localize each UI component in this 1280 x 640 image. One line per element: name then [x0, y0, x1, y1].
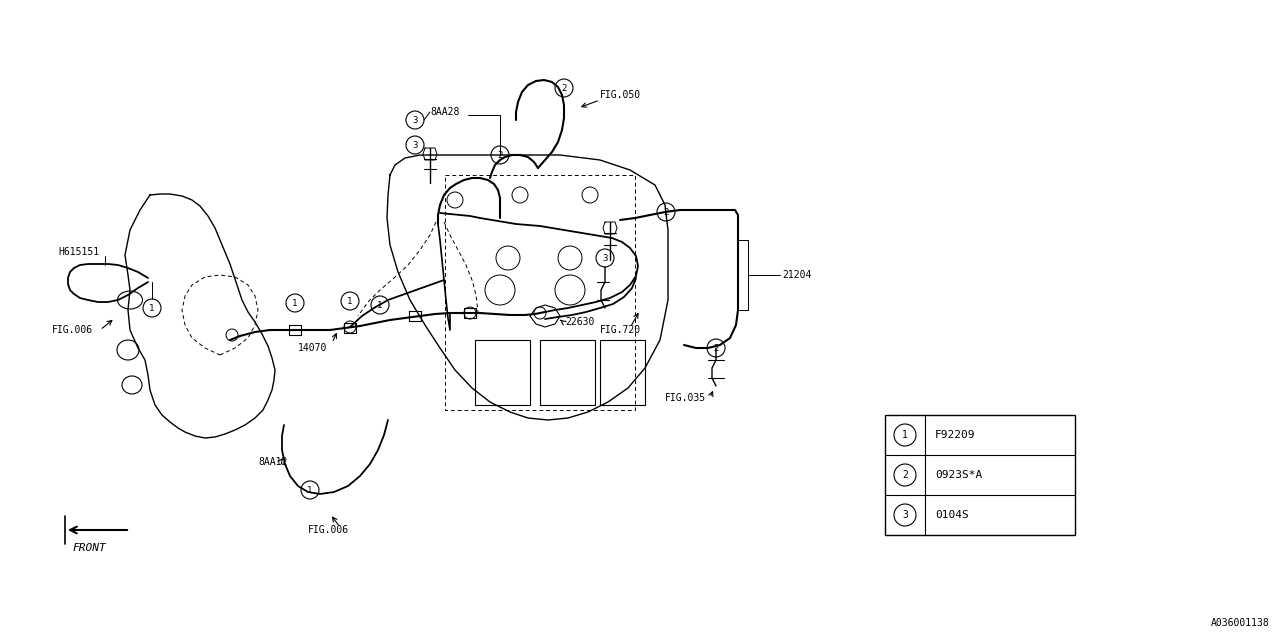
Text: 1: 1 — [347, 296, 353, 305]
Text: 0923S*A: 0923S*A — [934, 470, 982, 480]
Bar — [540, 340, 595, 405]
Text: FIG.720: FIG.720 — [600, 325, 641, 335]
Text: FIG.050: FIG.050 — [600, 90, 641, 100]
Text: 2: 2 — [562, 83, 567, 93]
Text: 3: 3 — [412, 115, 417, 125]
Text: FRONT: FRONT — [72, 543, 106, 553]
Text: H615151: H615151 — [58, 247, 99, 257]
Text: 21204: 21204 — [782, 270, 812, 280]
Text: 2: 2 — [498, 150, 503, 159]
Text: FIG.006: FIG.006 — [308, 525, 349, 535]
Text: 2: 2 — [902, 470, 908, 480]
Text: 3: 3 — [902, 510, 908, 520]
Text: 0104S: 0104S — [934, 510, 969, 520]
Text: 3: 3 — [603, 253, 608, 262]
Text: 3: 3 — [412, 141, 417, 150]
Bar — [884, 415, 1075, 535]
Text: 1: 1 — [902, 430, 908, 440]
Text: F92209: F92209 — [934, 430, 975, 440]
Text: 1: 1 — [307, 486, 312, 495]
Text: 1: 1 — [378, 301, 383, 310]
Text: FIG.006: FIG.006 — [52, 325, 93, 335]
Text: 8AA12: 8AA12 — [259, 457, 288, 467]
Text: FIG.035: FIG.035 — [666, 393, 707, 403]
Text: 2: 2 — [663, 207, 668, 216]
Text: 8AA28: 8AA28 — [430, 107, 460, 117]
Text: 2: 2 — [713, 344, 718, 353]
Text: 22630: 22630 — [564, 317, 594, 327]
Text: 1: 1 — [292, 298, 298, 307]
Text: 1: 1 — [150, 303, 155, 312]
Text: 14070: 14070 — [298, 343, 328, 353]
Bar — [600, 340, 645, 405]
Bar — [475, 340, 530, 405]
Text: A036001138: A036001138 — [1211, 618, 1270, 628]
